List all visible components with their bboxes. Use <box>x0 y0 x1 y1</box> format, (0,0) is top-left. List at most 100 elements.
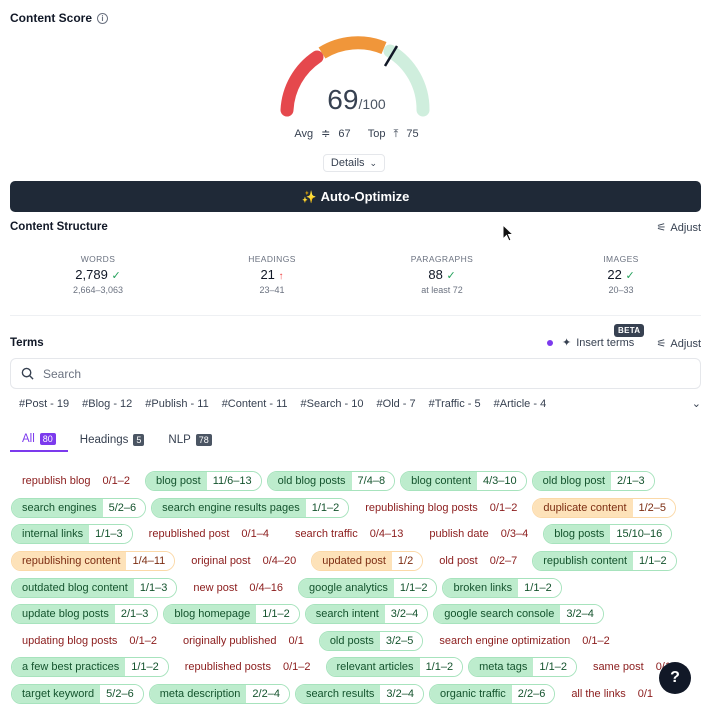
metric-label: WORDS <box>80 254 116 264</box>
term-chip[interactable]: originally published 0/1 <box>172 631 314 651</box>
term-chip[interactable]: search engine results pages 1/1–2 <box>151 497 350 518</box>
metric-value: 22 ✓ <box>561 267 681 282</box>
term-chip[interactable]: search traffic 0/4–13 <box>284 524 413 544</box>
term-chip[interactable]: outdated blog content 1/1–3 <box>11 577 178 598</box>
term-chip[interactable]: republishing content 1/4–11 <box>11 551 176 572</box>
term-chip[interactable]: blog homepage 1/1–2 <box>163 604 300 625</box>
term-chip[interactable]: search engines 5/2–6 <box>11 497 147 518</box>
term-chip[interactable]: meta tags 1/1–2 <box>468 657 577 678</box>
term-count: 0/2–7 <box>489 555 518 568</box>
term-chip[interactable]: broken links 1/1–2 <box>442 577 562 598</box>
term-chip[interactable]: republish content 1/1–2 <box>532 551 677 572</box>
expand-hashtags-icon[interactable]: ⌄ <box>691 398 701 410</box>
term-chip[interactable]: new post 0/4–16 <box>182 578 293 598</box>
term-chip[interactable]: duplicate content 1/2–5 <box>532 497 677 518</box>
term-text: all the links <box>571 688 626 701</box>
tab-all[interactable]: All 80 <box>10 428 68 452</box>
term-chip[interactable]: publish date 0/3–4 <box>418 524 538 544</box>
new-indicator-dot <box>547 339 553 346</box>
term-text: republished posts <box>184 661 271 674</box>
details-button[interactable]: Details ⌄ <box>323 154 385 172</box>
term-chip[interactable]: blog content 4/3–10 <box>400 471 527 492</box>
term-chip[interactable]: organic traffic 2/2–6 <box>428 684 556 705</box>
term-text: search results <box>295 685 381 704</box>
metric-label: PARAGRAPHS <box>410 254 474 264</box>
auto-optimize-button[interactable]: ✨ Auto-Optimize <box>10 181 701 212</box>
term-chip[interactable]: old posts 3/2–5 <box>318 630 424 651</box>
info-icon[interactable]: i <box>97 12 109 24</box>
hashtag-filter[interactable]: #Search - 10 <box>300 398 364 410</box>
term-chip[interactable]: old post 0/2–7 <box>428 551 527 571</box>
terms-search[interactable] <box>10 358 701 389</box>
term-chip[interactable]: update blog posts 2/1–3 <box>11 604 159 625</box>
help-button[interactable]: ? <box>659 662 691 694</box>
term-text: organic traffic <box>429 685 512 704</box>
term-chip[interactable]: google analytics 1/1–2 <box>298 577 438 598</box>
insert-terms-button[interactable]: ✦ Insert terms <box>547 336 634 349</box>
term-text: broken links <box>443 578 519 597</box>
term-chip[interactable]: blog post 11/6–13 <box>145 471 262 492</box>
term-count: 1/1–2 <box>533 658 576 677</box>
term-chip[interactable]: a few best practices 1/1–2 <box>11 657 169 678</box>
term-chip[interactable]: search intent 3/2–4 <box>304 604 429 625</box>
avg-icon: ≑ <box>321 128 331 140</box>
auto-optimize-label: Auto-Optimize <box>320 189 410 204</box>
metric-value: 88 ✓ <box>382 267 502 282</box>
metric-number: 21 <box>260 267 275 282</box>
term-text: google search console <box>434 605 561 624</box>
term-chip[interactable]: blog posts 15/10–16 <box>543 524 673 545</box>
tab-nlp[interactable]: NLP 78 <box>156 428 223 452</box>
term-chip[interactable]: search engine optimization 0/1–2 <box>428 631 619 651</box>
term-chip[interactable]: internal links 1/1–3 <box>11 524 133 545</box>
metric-number: 22 <box>607 267 622 282</box>
term-count: 0/4–16 <box>249 581 284 594</box>
term-text: a few best practices <box>12 658 126 677</box>
term-row: a few best practices 1/1–2 republished pos… <box>11 654 701 681</box>
term-chip[interactable]: republished posts 0/1–2 <box>174 657 321 677</box>
term-chip[interactable]: updated post 1/2 <box>311 551 424 572</box>
term-count: 0/1–2 <box>102 475 131 488</box>
search-input[interactable] <box>43 366 643 381</box>
hashtag-filter[interactable]: #Old - 7 <box>376 398 416 410</box>
tab-label: All <box>22 433 35 445</box>
hashtag-filter[interactable]: #Post - 19 <box>19 398 70 410</box>
hashtag-filter[interactable]: #Publish - 11 <box>145 398 209 410</box>
hashtag-filter[interactable]: #Traffic - 5 <box>428 398 481 410</box>
term-chip[interactable]: republish blog 0/1–2 <box>11 471 140 491</box>
hashtag-filter[interactable]: #Content - 11 <box>221 398 288 410</box>
terms-adjust-button[interactable]: ⚟ Adjust <box>656 337 701 351</box>
term-count: 2/2–6 <box>511 685 555 704</box>
term-chip[interactable]: republished post 0/1–4 <box>138 524 279 544</box>
term-chip[interactable]: search results 3/2–4 <box>294 684 424 705</box>
term-text: meta tags <box>469 658 534 677</box>
structure-adjust-button[interactable]: ⚟ Adjust <box>657 221 701 235</box>
hashtag-filter[interactable]: #Blog - 12 <box>82 398 133 410</box>
hashtag-filter[interactable]: #Article - 4 <box>493 398 547 410</box>
term-chip[interactable]: updating blog posts 0/1–2 <box>11 631 167 651</box>
term-chip[interactable]: relevant articles 1/1–2 <box>325 657 464 678</box>
term-row: update blog posts 2/1–3 blog homepage 1/1–2… <box>11 601 701 628</box>
term-chip[interactable]: meta description 2/2–4 <box>148 684 290 705</box>
section-divider <box>10 315 701 316</box>
term-count: 0/1–2 <box>282 661 311 674</box>
term-chip[interactable]: google search console 3/2–4 <box>433 604 604 625</box>
term-chip[interactable]: republishing blog posts 0/1–2 <box>354 498 527 518</box>
term-chip[interactable]: target keyword 5/2–6 <box>11 684 144 705</box>
score-value: 69/100 <box>0 84 713 116</box>
term-chip[interactable]: original post 0/4–20 <box>180 551 306 571</box>
term-chip[interactable]: all the links 0/1 <box>560 684 663 704</box>
term-count: 3/2–4 <box>380 685 423 704</box>
beta-badge: BETA <box>614 324 645 337</box>
term-count: 1/1–2 <box>393 578 437 597</box>
sliders-icon: ⚟ <box>656 338 667 350</box>
term-chip[interactable]: old blog posts 7/4–8 <box>266 471 396 492</box>
content-structure-title: Content Structure <box>10 221 108 233</box>
term-text: republishing content <box>12 552 127 571</box>
term-text: updating blog posts <box>22 634 118 647</box>
details-label: Details <box>330 157 365 169</box>
term-chip[interactable]: old blog post 2/1–3 <box>531 471 655 492</box>
term-text: search engine optimization <box>439 634 571 647</box>
search-icon <box>21 367 34 380</box>
term-count: 1/1–2 <box>305 498 349 517</box>
tab-headings[interactable]: Headings 5 <box>68 428 157 452</box>
